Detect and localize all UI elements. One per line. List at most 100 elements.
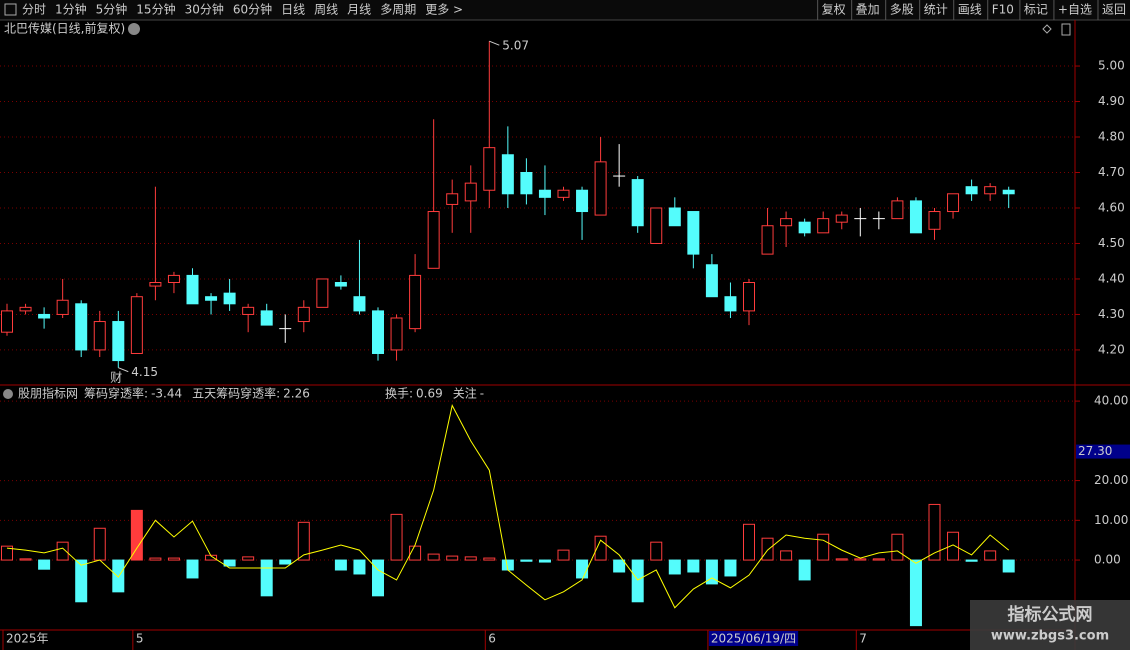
toolbar-item[interactable]: 月线 (347, 3, 371, 17)
toolbar-item[interactable]: 叠加 (856, 3, 880, 17)
indicator-bar (705, 559, 718, 585)
toolbar-item[interactable]: 5分钟 (96, 2, 128, 17)
toolbar-item[interactable]: 复权 (822, 3, 846, 17)
y-tick-label: 5.00 (1098, 59, 1125, 73)
indicator-bar (167, 557, 180, 561)
indicator-bar (854, 558, 867, 561)
indicator-bar (761, 537, 774, 561)
y-tick-label: 10.00 (1094, 513, 1128, 527)
toolbar-item[interactable]: 多股 (890, 3, 914, 17)
y-tick-label: 0.00 (1094, 553, 1121, 567)
indicator-bar (186, 559, 199, 579)
y-tick-label: 4.50 (1098, 236, 1125, 250)
indicator-bar (446, 555, 459, 561)
candle-body (223, 292, 236, 305)
indicator-bar (594, 535, 607, 561)
toolbar-item[interactable]: 标记 (1024, 3, 1048, 17)
date-label: 2025/06/19/四 (711, 632, 796, 646)
indicator-line (6, 404, 1010, 609)
candle-body (538, 189, 551, 198)
y-tick-label: 20.00 (1094, 473, 1128, 487)
toolbar-item[interactable]: 画线 (958, 3, 982, 17)
indicator-bar (297, 521, 310, 561)
toolbar-item[interactable]: F10 (992, 3, 1014, 17)
indicator-bar (724, 559, 737, 577)
toolbar-item[interactable]: 分时 (22, 3, 46, 17)
candle-body (19, 306, 32, 312)
indicator-bar (483, 557, 496, 561)
candle-body (1, 310, 13, 333)
toolbar-item[interactable]: 60分钟 (233, 2, 272, 17)
candle-body (38, 313, 51, 319)
y-tick-label: 4.20 (1098, 342, 1125, 356)
candle-body (984, 186, 997, 195)
indicator-bar (520, 559, 533, 562)
toolbar-item[interactable]: 多周期 (380, 3, 416, 17)
toolbar-item[interactable]: +自选 (1058, 3, 1092, 17)
toolbar-item[interactable]: 统计 (924, 3, 948, 17)
candle-body (631, 179, 644, 227)
candle-body (705, 264, 718, 298)
candle-body (130, 296, 143, 354)
candle-body (668, 207, 681, 227)
indicator-bar (576, 559, 589, 579)
candle-body (186, 274, 199, 305)
cursor-value: 27.30 (1078, 444, 1112, 458)
indicator-dropdown[interactable] (3, 389, 13, 399)
indicator-bar (279, 559, 292, 565)
toolbar-item[interactable]: 1分钟 (55, 2, 87, 17)
toolbar-item[interactable]: 日线 (281, 3, 305, 17)
indicator-bar (75, 559, 88, 603)
candle-body (297, 306, 310, 323)
indicator-bar (928, 503, 941, 561)
candle-body (817, 218, 830, 234)
indicator-bar (130, 509, 143, 561)
indicator-bar (149, 557, 162, 561)
legend-value: 2.26 (283, 387, 310, 401)
indicator-bar (947, 531, 960, 561)
toolbar (0, 0, 1130, 20)
panel-icon[interactable] (1061, 23, 1071, 36)
indicator-bar (817, 533, 830, 561)
candle-body (687, 211, 700, 255)
indicator-bar (1002, 559, 1015, 573)
candle-body (167, 274, 180, 284)
indicator-bar (372, 559, 384, 597)
indicator-bar (242, 556, 255, 561)
toolbar-item[interactable]: 周线 (314, 3, 338, 17)
toolbar-item[interactable]: 30分钟 (185, 2, 224, 17)
min-label: 4.15 (131, 365, 158, 379)
toolbar-item[interactable]: 更多 > (425, 3, 463, 17)
indicator-bar (334, 559, 347, 571)
candle-body (112, 321, 125, 362)
menu-icon[interactable] (4, 3, 17, 16)
legend-name: 五天筹码穿透率: (192, 386, 280, 401)
candle-body (242, 306, 255, 315)
y-tick-label: 40.00 (1094, 394, 1128, 408)
legend-value: -3.44 (151, 387, 182, 401)
candle-body (965, 186, 978, 195)
y-tick-label: 4.40 (1098, 271, 1125, 285)
candle-body (780, 218, 793, 227)
candle-body (928, 211, 941, 230)
candle-body (891, 200, 904, 220)
indicator-bar (965, 559, 978, 562)
indicator-bar (650, 541, 663, 561)
title-dropdown[interactable] (128, 23, 140, 35)
toolbar-item[interactable]: 15分钟 (136, 2, 175, 17)
diamond-icon[interactable] (1042, 24, 1052, 34)
cursor-value-box (1076, 444, 1130, 459)
y-tick-label: 4.30 (1098, 307, 1125, 321)
indicator-bar (743, 523, 755, 561)
watermark-box (970, 600, 1130, 650)
candle-body (409, 274, 422, 330)
indicator-bar (631, 559, 644, 603)
toolbar-item[interactable]: 返回 (1102, 3, 1126, 17)
candle-body (56, 299, 69, 315)
event-marker: 财 (110, 371, 122, 385)
date-label: 6 (488, 632, 496, 646)
candle-body (483, 147, 496, 191)
candle-body (576, 189, 589, 213)
